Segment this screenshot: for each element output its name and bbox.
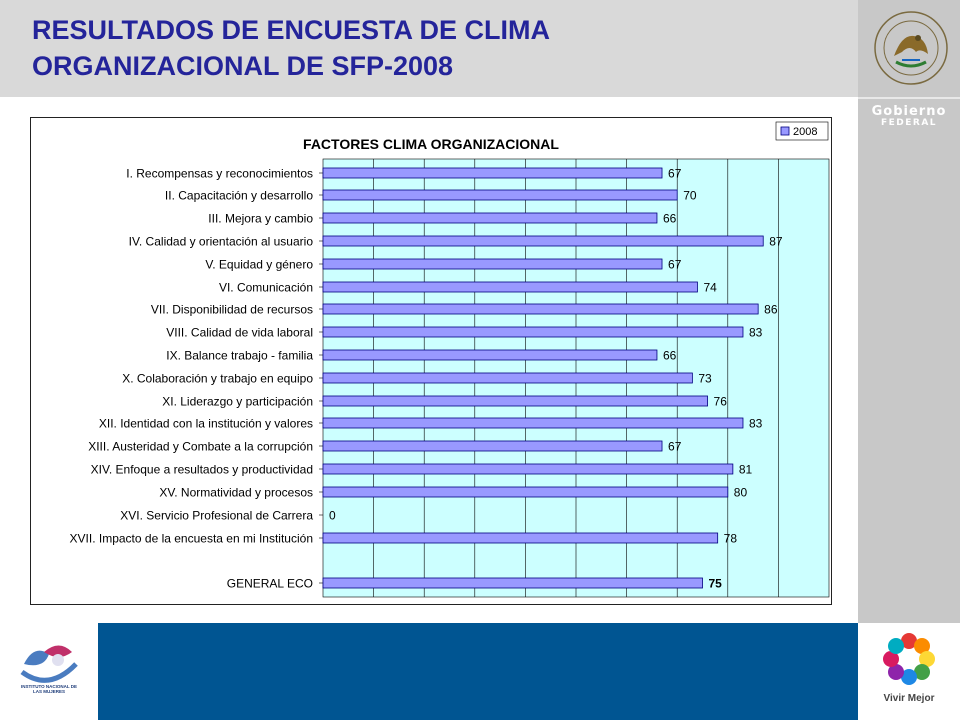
- category-label: XVII. Impacto de la encuesta en mi Insti…: [70, 532, 313, 546]
- category-label: GENERAL ECO: [227, 577, 313, 591]
- inmujeres-logo-icon: [20, 645, 78, 683]
- data-label: 67: [668, 440, 682, 454]
- chart-title: FACTORES CLIMA ORGANIZACIONAL: [303, 136, 559, 152]
- data-label: 76: [714, 395, 728, 409]
- bar: [322, 486, 729, 498]
- right-brand-panel: [858, 0, 960, 720]
- bar: [322, 235, 764, 247]
- category-label: XII. Identidad con la institución y valo…: [99, 417, 313, 431]
- data-label: 67: [668, 258, 682, 272]
- category-label: IV. Calidad y orientación al usuario: [129, 235, 314, 249]
- category-label: I. Recompensas y reconocimientos: [126, 167, 313, 181]
- category-label: IX. Balance trabajo - familia: [166, 349, 313, 363]
- data-label: 73: [698, 372, 712, 386]
- data-label: 70: [683, 189, 697, 203]
- vivir-mejor-flower-icon: [883, 633, 935, 685]
- data-label: 83: [749, 417, 763, 431]
- data-label: 83: [749, 326, 763, 340]
- bar: [322, 372, 693, 384]
- data-label: 74: [703, 281, 717, 295]
- data-label: 86: [764, 303, 778, 317]
- data-label: 66: [663, 349, 677, 363]
- bar: [322, 167, 663, 179]
- bar: [322, 303, 759, 315]
- vivir-mejor-label: Vivir Mejor: [883, 693, 935, 704]
- bar: [322, 212, 658, 224]
- bar: [322, 395, 708, 407]
- category-label: XIV. Enfoque a resultados y productivida…: [91, 463, 313, 477]
- data-label: 67: [668, 167, 682, 181]
- data-label: 0: [329, 509, 336, 523]
- bar: [322, 417, 744, 429]
- bar: [322, 577, 703, 589]
- gobierno-label: Gobierno: [871, 104, 947, 119]
- legend-swatch: [780, 126, 790, 136]
- footer-band: [98, 623, 858, 720]
- data-label: 81: [739, 463, 753, 477]
- bar: [322, 463, 734, 475]
- category-label: VI. Comunicación: [219, 281, 313, 295]
- panel-divider: [858, 97, 960, 99]
- bar: [322, 326, 744, 338]
- bar: [322, 440, 663, 452]
- bar: [322, 532, 719, 544]
- category-label: XI. Liderazgo y participación: [162, 395, 313, 409]
- bar: [322, 349, 658, 361]
- data-label: 78: [724, 532, 738, 546]
- federal-label: FEDERAL: [880, 118, 938, 128]
- header-band: [0, 0, 858, 97]
- category-label: XV. Normatividad y procesos: [159, 486, 313, 500]
- data-label: 75: [709, 577, 723, 591]
- category-label: X. Colaboración y trabajo en equipo: [122, 372, 313, 386]
- category-label: VII. Disponibilidad de recursos: [151, 303, 313, 317]
- page-title: RESULTADOS DE ENCUESTA DE CLIMA ORGANIZA…: [32, 15, 551, 81]
- category-label: XIII. Austeridad y Combate a la corrupci…: [88, 440, 313, 454]
- bar: [322, 281, 698, 293]
- vivir-mejor-logo: Vivir Mejor: [858, 623, 960, 720]
- category-label: III. Mejora y cambio: [208, 212, 313, 226]
- bar: [322, 258, 663, 270]
- category-label: II. Capacitación y desarrollo: [165, 189, 313, 203]
- inmujeres-text: INSTITUTO NACIONAL DE LAS MUJERES: [20, 684, 78, 694]
- legend-box: [775, 121, 829, 141]
- data-label: 87: [769, 235, 783, 249]
- data-label: 66: [663, 212, 677, 226]
- bar: [322, 189, 678, 201]
- category-label: V. Equidad y género: [205, 258, 313, 272]
- data-label: 80: [734, 486, 748, 500]
- gobierno-federal-logo: Gobierno FEDERAL: [858, 104, 960, 128]
- category-label: VIII. Calidad de vida laboral: [166, 326, 313, 340]
- legend-label: 2008: [793, 126, 817, 138]
- national-seal-icon: [874, 11, 948, 85]
- category-label: XVI. Servicio Profesional de Carrera: [120, 509, 313, 523]
